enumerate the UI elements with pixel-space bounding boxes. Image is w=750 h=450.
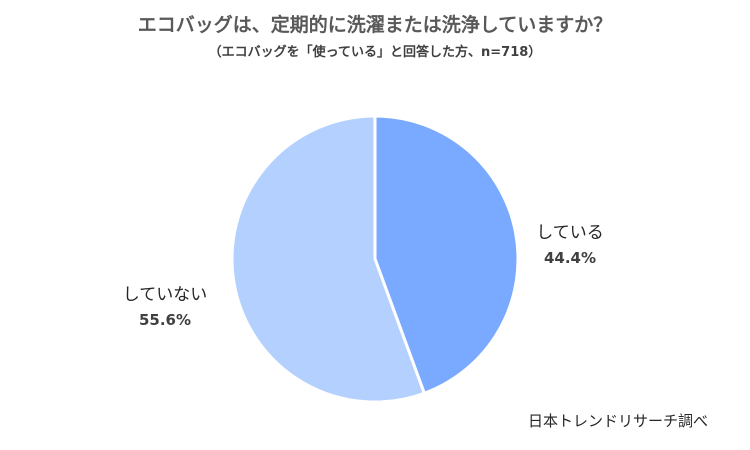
chart-subtitle: （エコバッグを「使っている」と回答した方、n=718） [208,45,542,60]
slice-label-yes: している [536,223,604,243]
pie-slice-yes [373,114,520,395]
source-note: 日本トレンドリサーチ調べ [527,412,708,430]
slice-label-no: していない [123,285,208,305]
slice-value-no: 55.6% [139,311,191,329]
pie-slice-no [230,114,426,404]
chart-title: エコバッグは、定期的に洗濯または洗浄していますか？ [137,14,613,36]
slice-value-yes: 44.4% [544,249,596,267]
